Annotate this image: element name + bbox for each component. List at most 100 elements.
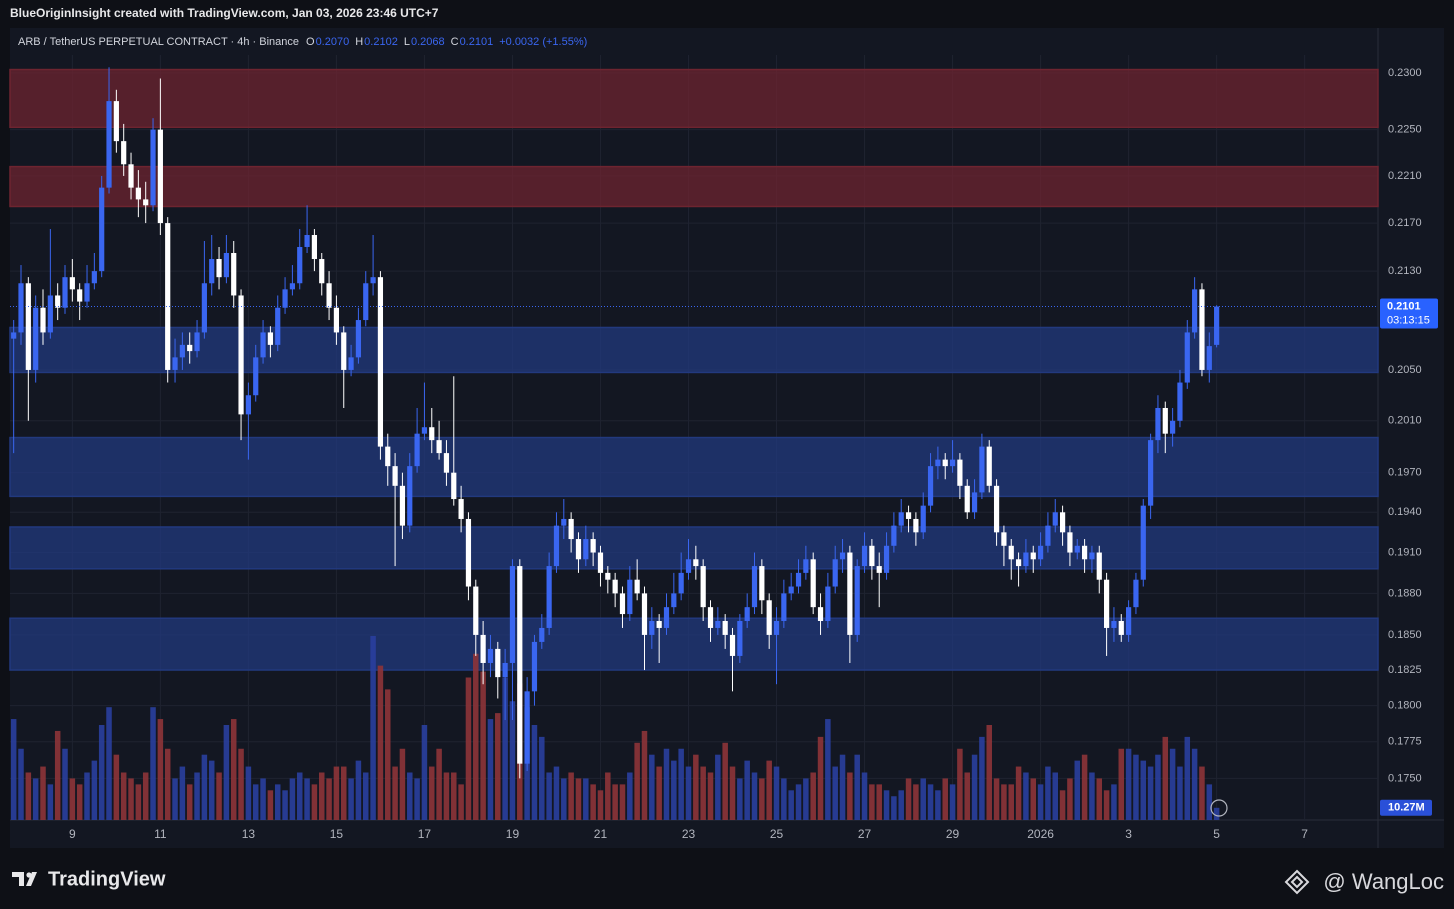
volume-bar xyxy=(993,778,1000,820)
candle-body xyxy=(883,545,890,573)
volume-bar xyxy=(693,754,699,820)
candle-body xyxy=(150,129,156,206)
candle-body xyxy=(458,499,464,519)
candle-body xyxy=(964,485,970,513)
candle-body xyxy=(282,289,288,308)
x-tick-label: 25 xyxy=(770,827,784,841)
candle-body xyxy=(209,259,215,284)
volume-bar xyxy=(164,748,171,820)
candle-body xyxy=(333,307,340,333)
volume-bar xyxy=(898,790,904,820)
candle-body xyxy=(891,525,897,546)
candle-body xyxy=(253,357,259,396)
volume-bar xyxy=(1052,772,1059,820)
candle-body xyxy=(913,518,919,533)
volume-bar xyxy=(612,784,618,820)
candle-body xyxy=(773,621,780,635)
legend-value: 0.2101 xyxy=(460,36,494,48)
legend-key: O xyxy=(306,36,315,48)
volume-bar xyxy=(876,784,882,820)
candle-body xyxy=(414,433,420,467)
volume-bar xyxy=(172,778,178,820)
volume-bar xyxy=(480,671,486,820)
candle-body xyxy=(385,446,391,467)
volume-bar xyxy=(935,790,941,820)
volume-bar xyxy=(913,784,919,820)
candle-body xyxy=(1155,407,1161,441)
candle-body xyxy=(143,199,149,206)
volume-bar xyxy=(223,725,230,820)
candle-body xyxy=(817,607,824,622)
volume-bar xyxy=(641,730,648,820)
y-tick-label: 0.2050 xyxy=(1388,364,1422,376)
logo xyxy=(12,872,37,886)
volume-bar xyxy=(1206,784,1213,820)
candle-body xyxy=(451,472,457,500)
y-tick-label: 0.1970 xyxy=(1388,467,1422,479)
volume-bar xyxy=(663,748,670,820)
volume-bar xyxy=(539,736,545,820)
candle-body xyxy=(1030,552,1036,560)
candle-body xyxy=(304,235,310,247)
volume-bar xyxy=(531,725,538,820)
volume-bar xyxy=(715,754,721,820)
candle-body xyxy=(861,545,868,567)
zone xyxy=(9,617,1379,671)
volume-bar xyxy=(759,778,765,820)
x-tick-label: 11 xyxy=(154,827,167,841)
candle-body xyxy=(597,552,604,573)
x-tick-label: 19 xyxy=(506,827,520,841)
legend-value: 0.2068 xyxy=(411,36,445,48)
volume-bar xyxy=(296,772,303,820)
candle-body xyxy=(1118,621,1124,635)
volume-bar xyxy=(986,725,992,820)
candle-body xyxy=(729,634,736,656)
x-tick-label: 5 xyxy=(1213,827,1220,841)
x-tick-label: 27 xyxy=(858,827,872,841)
candle-body xyxy=(311,235,318,260)
volume-bar xyxy=(561,778,567,820)
candle-body xyxy=(1015,559,1022,567)
candle-body xyxy=(1206,346,1212,370)
volume-bar xyxy=(905,778,912,820)
volume-bar xyxy=(106,707,112,820)
candle-body xyxy=(832,559,838,587)
candle-body xyxy=(297,246,303,284)
candle-body xyxy=(788,586,794,594)
candle-body xyxy=(751,566,758,608)
candle-body xyxy=(803,559,809,573)
candle-body xyxy=(231,252,237,296)
candle-body xyxy=(509,566,516,663)
candle-body xyxy=(583,539,589,560)
candle-body xyxy=(480,634,486,663)
x-tick-label: 15 xyxy=(330,827,344,841)
y-tick-label: 0.1825 xyxy=(1388,664,1422,676)
volume-bar xyxy=(678,748,684,820)
volume-bar xyxy=(465,677,472,820)
candle-body xyxy=(99,187,105,272)
volume-bar xyxy=(1133,754,1139,820)
volume-bar xyxy=(1096,778,1103,820)
volume-bar xyxy=(443,772,450,820)
volume-bar xyxy=(62,748,68,820)
candle-body xyxy=(465,518,472,587)
x-tick-label: 2026 xyxy=(1027,827,1054,841)
candle-body xyxy=(348,357,354,370)
volume-bar xyxy=(927,784,934,820)
candle-body xyxy=(289,283,296,290)
candle-body xyxy=(355,320,362,358)
volume-bar xyxy=(649,754,655,820)
candle-body xyxy=(781,593,787,622)
volume-bar xyxy=(634,742,640,820)
volume-bar xyxy=(1125,748,1132,820)
candle-body xyxy=(737,621,743,656)
volume-bar xyxy=(920,778,926,820)
candle-body xyxy=(1037,545,1044,560)
volume-bar xyxy=(942,778,948,820)
volume-bar xyxy=(385,689,391,820)
candle-body xyxy=(1126,607,1132,635)
candle-body xyxy=(11,332,17,339)
legend-symbol: ARB / TetherUS PERPETUAL CONTRACT · 4h ·… xyxy=(18,36,299,48)
volume-bar xyxy=(32,778,39,820)
volume-bar xyxy=(1169,748,1176,820)
